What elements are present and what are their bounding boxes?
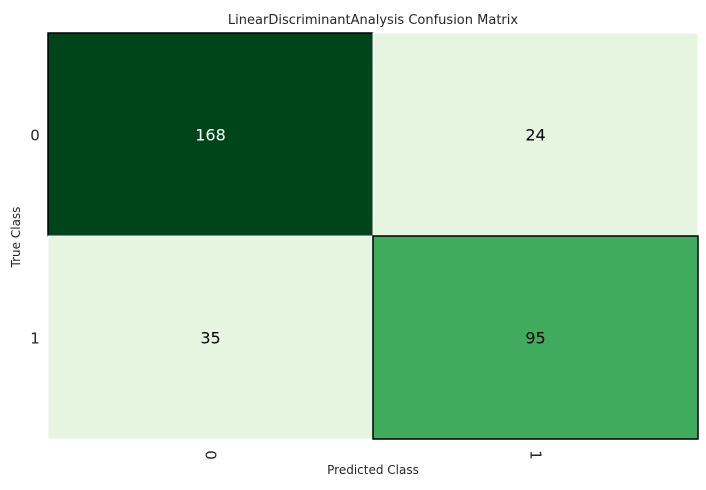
heatmap-cell-0-1 [372, 32, 699, 237]
x-axis-label: Predicted Class [327, 463, 419, 477]
heatmap-cells [47, 32, 699, 440]
y-tick-label-1: 1 [30, 330, 40, 348]
cell-value-0-1: 24 [525, 126, 545, 145]
y-axis-label: True Class [9, 207, 23, 269]
cell-value-1-1: 95 [525, 329, 545, 348]
heatmap-cell-1-1 [372, 235, 699, 440]
heatmap-cell-0-0 [47, 32, 374, 237]
x-tick-label-1: 1 [527, 450, 545, 460]
x-tick-label-0: 0 [202, 450, 220, 460]
y-tick-label-0: 0 [30, 127, 40, 145]
chart-title: LinearDiscriminantAnalysis Confusion Mat… [228, 13, 518, 28]
y-axis-ticks: 01 [30, 127, 40, 348]
heatmap-cell-1-0 [47, 235, 374, 440]
heatmap-cell-labels: 168 24 35 95 [195, 126, 545, 348]
cell-value-0-0: 168 [195, 126, 226, 145]
cell-value-1-0: 35 [200, 329, 220, 348]
